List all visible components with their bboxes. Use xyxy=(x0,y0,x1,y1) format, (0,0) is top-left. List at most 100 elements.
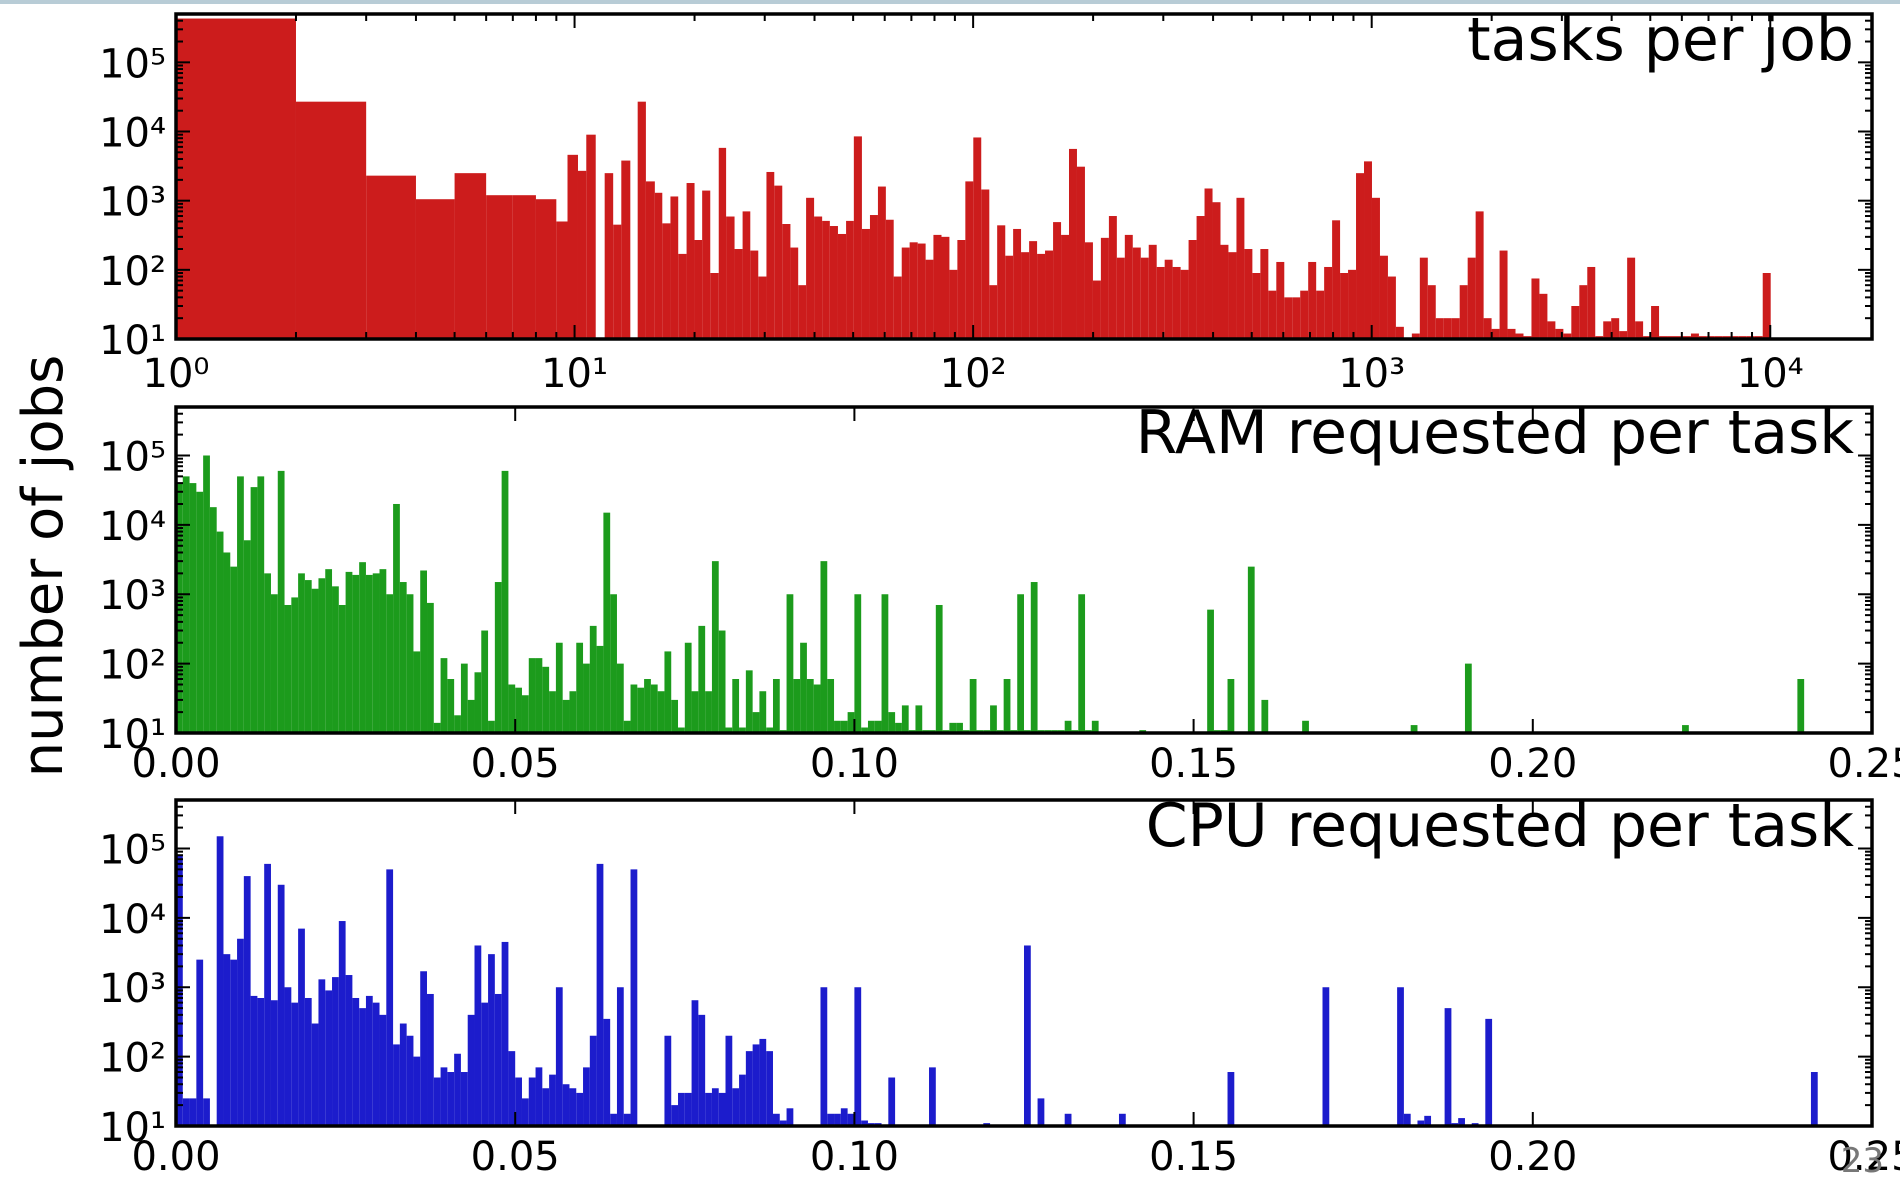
ram-bar xyxy=(644,679,651,733)
cpu-bar xyxy=(786,1108,794,1126)
cpu-bar xyxy=(345,975,353,1126)
tasks-bar xyxy=(1284,297,1293,339)
ram-bar xyxy=(698,625,706,733)
tasks-bar xyxy=(1132,247,1141,339)
ram-xtick-label: 0.20 xyxy=(1488,741,1577,787)
cpu-bar xyxy=(1485,1018,1493,1126)
tasks-bar xyxy=(901,247,910,339)
tasks-bar xyxy=(997,225,1006,339)
ram-bar xyxy=(521,695,529,733)
cpu-bar xyxy=(766,1051,773,1126)
tasks-bar xyxy=(512,195,536,339)
tasks-xtick-label: 10⁴ xyxy=(1737,351,1804,397)
tasks-bar xyxy=(702,190,711,339)
cpu-bar xyxy=(1417,1120,1425,1126)
ram-bar xyxy=(915,705,923,733)
ram-bar xyxy=(528,658,536,733)
tasks-bar xyxy=(1061,234,1069,339)
ram-bar xyxy=(610,594,617,733)
tasks-bar xyxy=(1220,244,1229,339)
tasks-bar xyxy=(1324,266,1333,339)
ram-bar xyxy=(467,699,475,733)
cpu-bar xyxy=(250,995,258,1126)
cpu-bar xyxy=(311,1023,319,1126)
ram-bar xyxy=(956,722,963,733)
ram-bar xyxy=(820,561,828,733)
ram-ytick-label: 10⁴ xyxy=(99,504,166,550)
cpu-bar xyxy=(325,990,333,1126)
ram-bar xyxy=(834,720,841,733)
cpu-bar xyxy=(264,863,271,1126)
tasks-bar xyxy=(1212,202,1221,339)
ram-bar xyxy=(325,569,333,733)
tasks-bar xyxy=(853,136,862,339)
ram-ytick-label: 10¹ xyxy=(99,712,166,758)
cpu-bar xyxy=(1397,987,1404,1126)
tasks-bar xyxy=(1483,318,1492,339)
cpu-bar xyxy=(440,1067,448,1126)
cpu-bar xyxy=(827,1113,835,1126)
ram-per-task-histogram: 10¹10²10³10⁴10⁵0.000.050.100.150.200.25 … xyxy=(99,398,1900,787)
cpu-bar xyxy=(501,941,509,1126)
tasks-bar xyxy=(806,197,815,339)
tasks-bar xyxy=(1379,255,1388,339)
tasks-bar xyxy=(1539,293,1548,339)
ram-bar xyxy=(1247,566,1255,733)
ram-bar xyxy=(562,699,570,733)
cpu-bar xyxy=(488,954,495,1126)
cpu-bar xyxy=(291,1002,299,1126)
cpu-bar xyxy=(515,1077,522,1126)
cpu-bar xyxy=(610,1113,617,1126)
tasks-bar xyxy=(1507,328,1516,339)
ram-bar xyxy=(786,594,794,733)
cpu-ytick-label: 10¹ xyxy=(99,1105,166,1151)
tasks-bar xyxy=(1268,290,1277,339)
tasks-bar xyxy=(758,276,767,339)
ram-bar xyxy=(216,531,224,733)
cpu-bar xyxy=(562,1084,570,1126)
tasks-bar xyxy=(366,175,416,339)
tasks-bar xyxy=(1459,285,1468,339)
ram-bar xyxy=(705,691,712,733)
tasks-bar xyxy=(766,171,775,339)
cpu-bar xyxy=(725,1035,733,1126)
tasks-bar xyxy=(454,173,487,339)
ram-bar xyxy=(393,503,400,733)
cpu-bar xyxy=(284,987,292,1126)
cpu-bar xyxy=(1458,1118,1465,1126)
ram-bar xyxy=(895,722,902,733)
tasks-bar xyxy=(1491,328,1500,339)
cpu-bar xyxy=(542,1088,550,1126)
ram-bar xyxy=(250,487,258,733)
ram-xtick-label: 0.05 xyxy=(471,741,560,787)
tasks-bar xyxy=(981,189,990,339)
ram-bar xyxy=(888,712,896,733)
ram-bar xyxy=(603,512,611,733)
cpu-bar xyxy=(433,1077,441,1126)
ram-bar xyxy=(901,705,909,733)
ram-bar xyxy=(576,642,584,733)
ram-bar xyxy=(1227,679,1235,733)
cpu-bar xyxy=(494,993,502,1126)
ram-bar xyxy=(772,679,780,733)
cpu-bar xyxy=(420,971,427,1126)
cpu-bar xyxy=(372,1002,380,1126)
ram-bar xyxy=(569,691,577,733)
ram-bar xyxy=(596,645,604,733)
tasks-bar xyxy=(1395,326,1404,339)
ram-bar xyxy=(759,691,767,733)
tasks-bar xyxy=(577,170,587,339)
tasks-bar xyxy=(710,273,719,339)
ram-bar xyxy=(1410,725,1418,733)
ram-bar xyxy=(1078,594,1086,733)
ram-bar xyxy=(379,569,387,733)
cpu-bar xyxy=(630,869,638,1126)
ram-bar xyxy=(176,483,183,733)
tasks-bar xyxy=(1140,257,1149,339)
cpu-bar xyxy=(1403,1113,1411,1126)
ram-bar xyxy=(583,663,590,733)
tasks-ytick-label: 10⁵ xyxy=(99,41,166,87)
ram-bar xyxy=(399,582,407,733)
ram-ticks: 10¹ 10² 10³ 10⁴ 10⁵ 0.00 0.05 0.10 0.15 0.20 0.25 xyxy=(99,406,1900,787)
ram-bar xyxy=(264,573,271,733)
